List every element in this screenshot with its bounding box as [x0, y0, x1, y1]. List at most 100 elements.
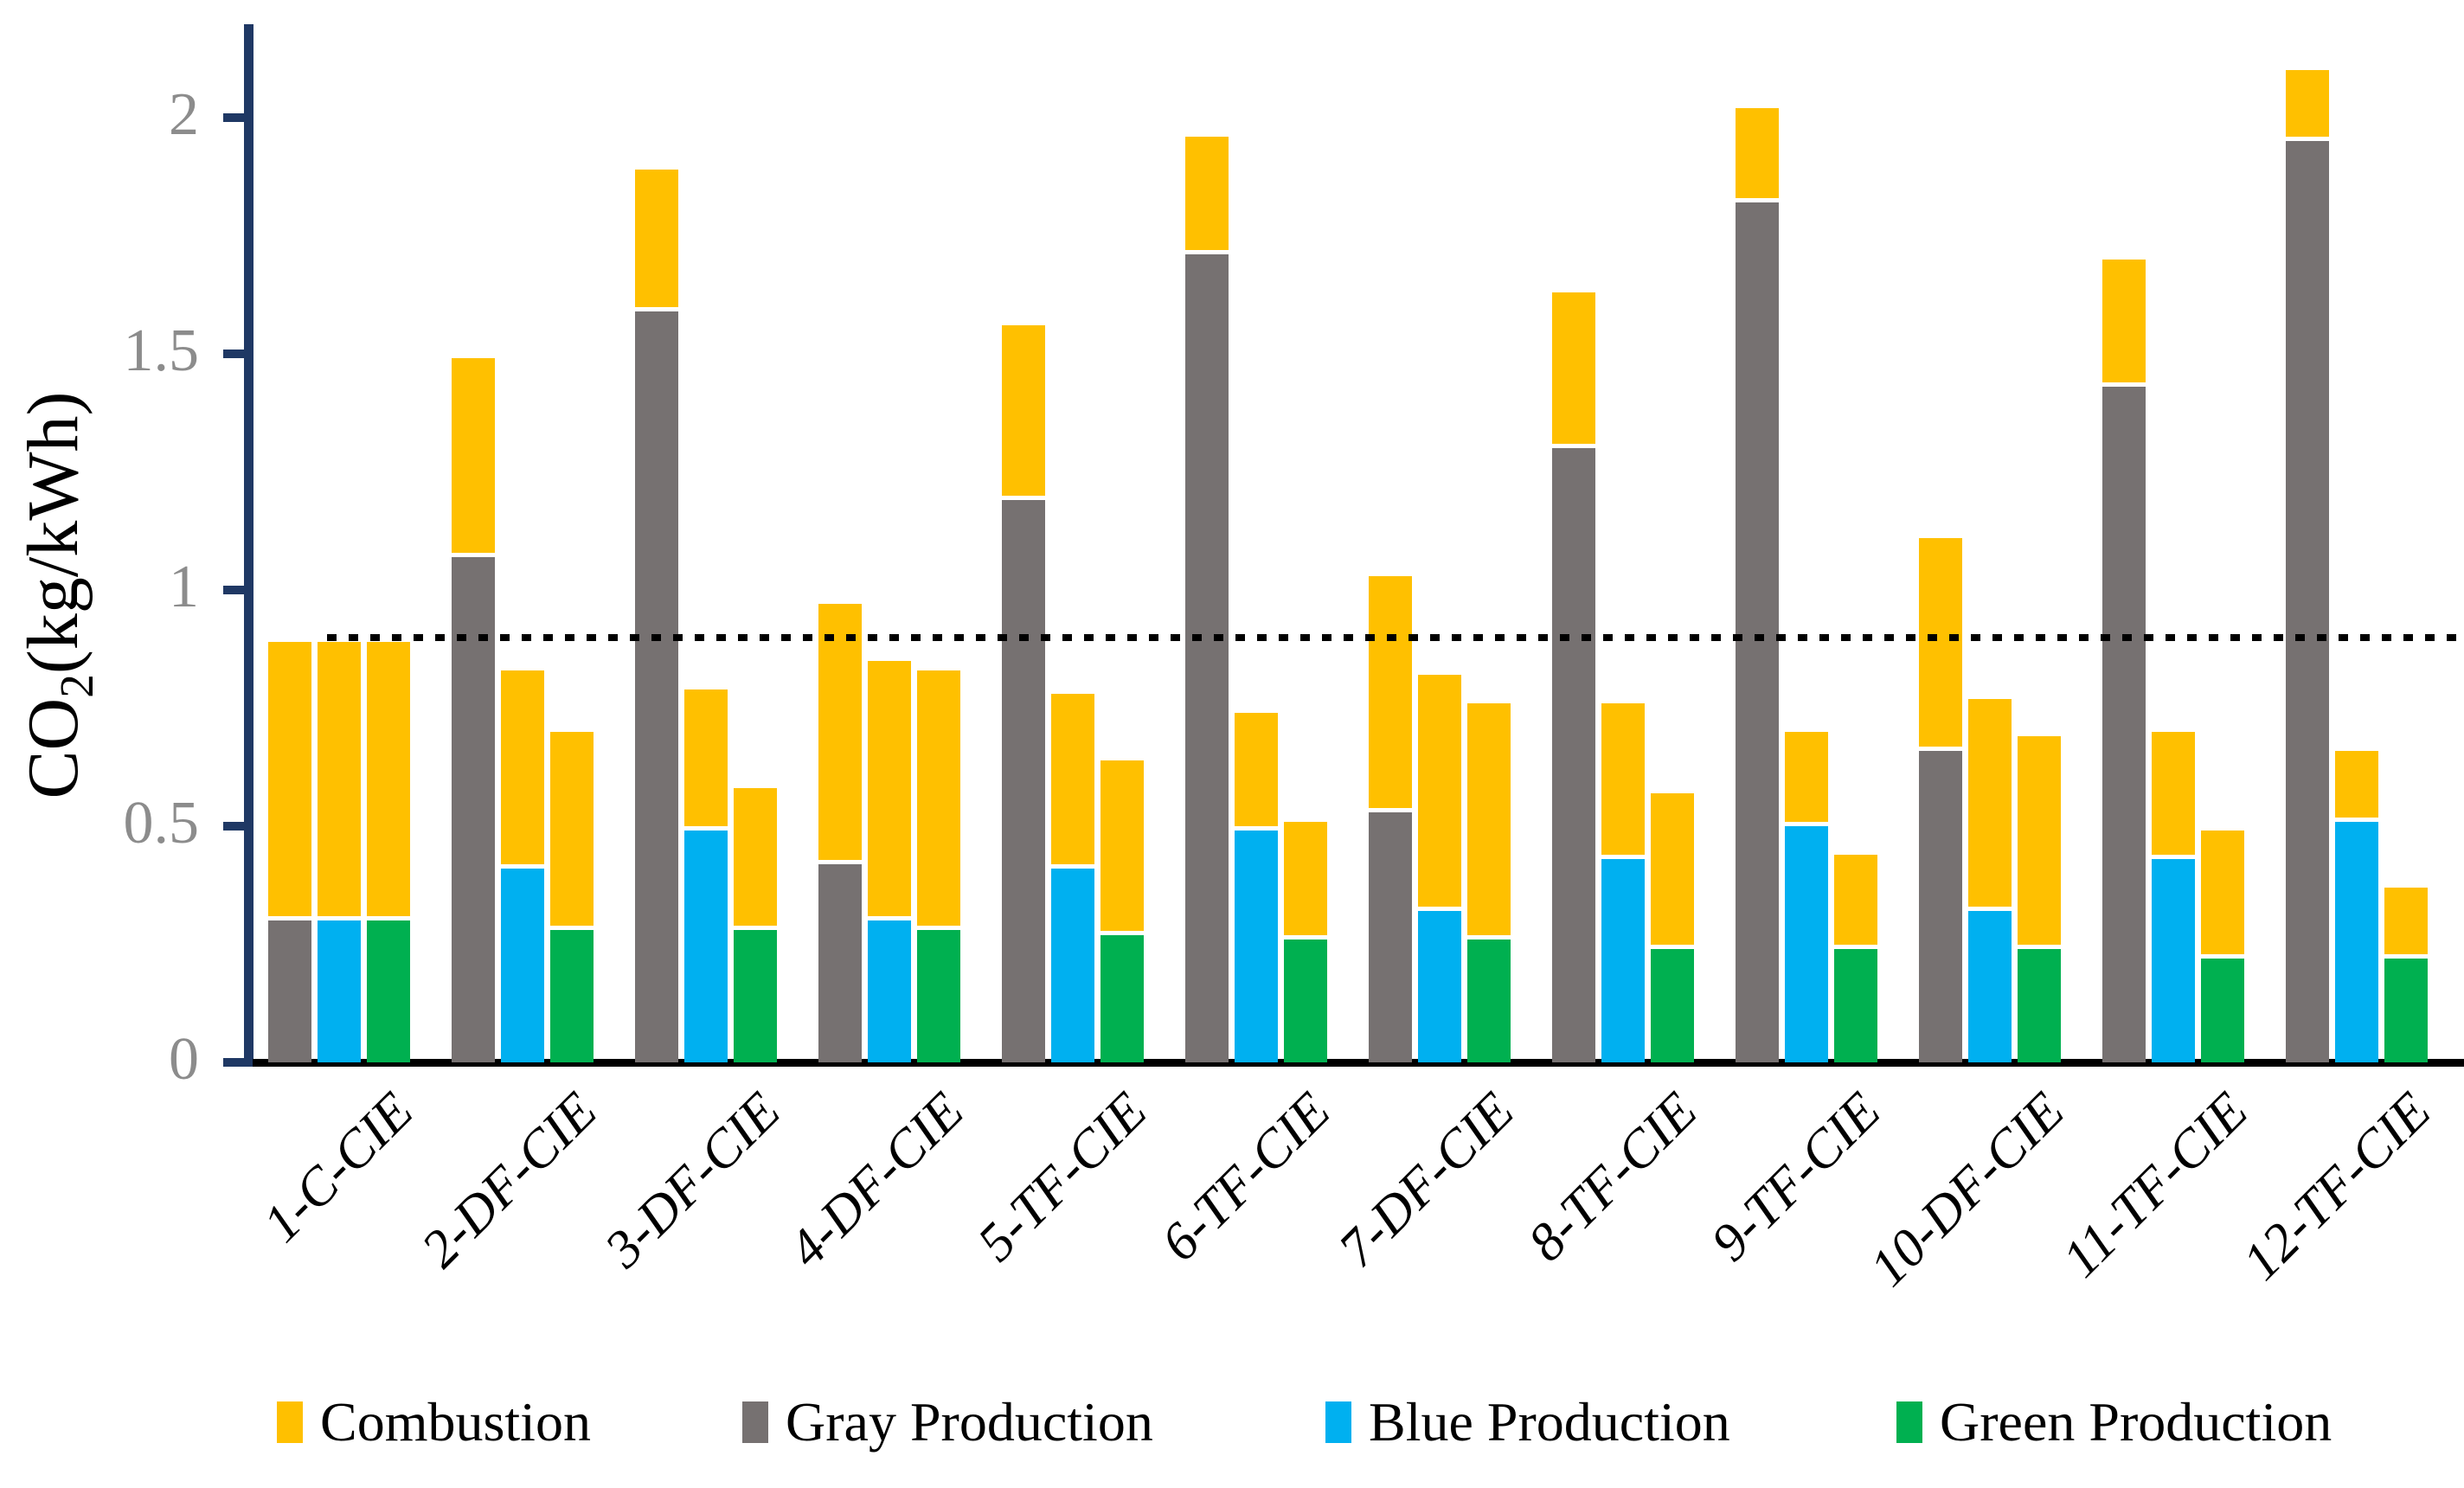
- legend-swatch-icon: [742, 1401, 768, 1443]
- combustion-bar-green-4-DF-CIE: [917, 670, 960, 927]
- combustion-bar-green-11-TF-CIE: [2201, 831, 2244, 954]
- combustion-bar-gray-11-TF-CIE: [2102, 259, 2146, 383]
- gray-production-bar-10-DF-CIE: [1919, 750, 1962, 1062]
- combustion-bar-gray-8-TF-CIE: [1552, 292, 1595, 445]
- x-label-5-TF-CIE: 5-TF-CIE: [966, 1081, 1158, 1273]
- combustion-bar-gray-7-DF-CIE: [1369, 575, 1412, 808]
- gray-production-bar-2-DF-CIE: [452, 556, 495, 1062]
- combustion-bar-gray-1-C-CIE: [268, 642, 311, 917]
- combustion-bar-blue-7-DF-CIE: [1418, 675, 1461, 908]
- blue-production-bar-11-TF-CIE: [2152, 859, 2195, 1062]
- blue-production-bar-4-DF-CIE: [868, 920, 911, 1062]
- blue-production-bar-6-TF-CIE: [1235, 831, 1278, 1062]
- combustion-bar-green-12-TF-CIE: [2384, 887, 2428, 954]
- combustion-bar-blue-1-C-CIE: [318, 642, 361, 917]
- green-production-bar-4-DF-CIE: [917, 930, 960, 1062]
- gray-production-bar-12-TF-CIE: [2286, 141, 2329, 1062]
- y-tick-label-1: 1: [169, 554, 199, 620]
- combustion-bar-green-8-TF-CIE: [1651, 792, 1694, 945]
- x-label-7-DF-CIE: 7-DF-CIE: [1327, 1081, 1525, 1280]
- blue-production-bar-7-DF-CIE: [1418, 911, 1461, 1062]
- combustion-bar-gray-12-TF-CIE: [2286, 70, 2329, 138]
- combustion-bar-green-3-DF-CIE: [734, 788, 777, 927]
- green-production-bar-8-TF-CIE: [1651, 948, 1694, 1062]
- combustion-bar-blue-12-TF-CIE: [2335, 750, 2378, 818]
- combustion-bar-blue-8-TF-CIE: [1601, 703, 1645, 856]
- combustion-bar-blue-5-TF-CIE: [1051, 694, 1094, 865]
- blue-production-bar-10-DF-CIE: [1968, 911, 2012, 1062]
- green-production-bar-2-DF-CIE: [550, 930, 594, 1062]
- x-label-1-C-CIE: 1-C-CIE: [252, 1081, 425, 1254]
- gray-production-bar-7-DF-CIE: [1369, 811, 1412, 1062]
- y-tick-label-2: 2: [169, 81, 199, 148]
- green-production-bar-6-TF-CIE: [1284, 940, 1327, 1062]
- x-label-9-TF-CIE: 9-TF-CIE: [1700, 1081, 1892, 1273]
- legend-swatch-icon: [1896, 1401, 1922, 1443]
- gray-production-bar-9-TF-CIE: [1736, 202, 1779, 1062]
- x-label-6-TF-CIE: 6-TF-CIE: [1150, 1081, 1342, 1273]
- legend-label: Combustion: [320, 1391, 591, 1453]
- reference-dotted-line: [327, 634, 2464, 641]
- gray-production-bar-3-DF-CIE: [635, 311, 678, 1062]
- y-tick-mark-0.5: [223, 822, 253, 831]
- green-production-bar-10-DF-CIE: [2018, 948, 2061, 1062]
- legend-item-green-production: Green Production: [1896, 1395, 2332, 1450]
- green-production-bar-7-DF-CIE: [1467, 940, 1511, 1062]
- gray-production-bar-4-DF-CIE: [818, 863, 862, 1062]
- y-tick-label-0.5: 0.5: [123, 790, 200, 856]
- combustion-bar-green-9-TF-CIE: [1834, 854, 1877, 945]
- legend-item-combustion: Combustion: [277, 1395, 591, 1450]
- x-label-8-TF-CIE: 8-TF-CIE: [1517, 1081, 1709, 1273]
- combustion-bar-green-2-DF-CIE: [550, 731, 594, 927]
- y-tick-label-0: 0: [169, 1026, 199, 1093]
- combustion-bar-green-5-TF-CIE: [1100, 760, 1144, 931]
- green-production-bar-3-DF-CIE: [734, 930, 777, 1062]
- y-tick-mark-2: [223, 113, 253, 122]
- blue-production-bar-2-DF-CIE: [501, 869, 544, 1062]
- combustion-bar-blue-11-TF-CIE: [2152, 731, 2195, 856]
- gray-production-bar-5-TF-CIE: [1002, 500, 1045, 1062]
- blue-production-bar-9-TF-CIE: [1785, 826, 1828, 1062]
- y-tick-mark-1: [223, 586, 253, 594]
- legend-item-blue-production: Blue Production: [1325, 1395, 1730, 1450]
- gray-production-bar-8-TF-CIE: [1552, 448, 1595, 1062]
- combustion-bar-blue-3-DF-CIE: [684, 689, 728, 827]
- combustion-bar-gray-4-DF-CIE: [818, 604, 862, 860]
- x-label-3-DF-CIE: 3-DF-CIE: [594, 1081, 792, 1280]
- gray-production-bar-11-TF-CIE: [2102, 387, 2146, 1062]
- combustion-bar-gray-9-TF-CIE: [1736, 108, 1779, 199]
- combustion-bar-blue-2-DF-CIE: [501, 670, 544, 865]
- legend-label: Blue Production: [1369, 1391, 1730, 1453]
- x-label-10-DF-CIE: 10-DF-CIE: [1858, 1081, 2076, 1299]
- combustion-bar-green-1-C-CIE: [367, 642, 410, 917]
- gray-production-bar-6-TF-CIE: [1185, 254, 1229, 1062]
- green-production-bar-9-TF-CIE: [1834, 948, 1877, 1062]
- combustion-bar-blue-6-TF-CIE: [1235, 712, 1278, 827]
- combustion-bar-green-6-TF-CIE: [1284, 821, 1327, 936]
- legend-swatch-icon: [277, 1401, 303, 1443]
- combustion-bar-gray-3-DF-CIE: [635, 170, 678, 307]
- combustion-bar-green-7-DF-CIE: [1467, 703, 1511, 936]
- x-label-2-DF-CIE: 2-DF-CIE: [410, 1081, 608, 1280]
- combustion-bar-blue-10-DF-CIE: [1968, 698, 2012, 908]
- legend-swatch-icon: [1325, 1401, 1351, 1443]
- y-tick-label-1.5: 1.5: [123, 317, 200, 384]
- green-production-bar-1-C-CIE: [367, 920, 410, 1062]
- gray-production-bar-1-C-CIE: [268, 920, 311, 1062]
- blue-production-bar-12-TF-CIE: [2335, 821, 2378, 1062]
- blue-production-bar-8-TF-CIE: [1601, 859, 1645, 1062]
- green-production-bar-11-TF-CIE: [2201, 958, 2244, 1062]
- blue-production-bar-1-C-CIE: [318, 920, 361, 1062]
- combustion-bar-blue-9-TF-CIE: [1785, 731, 1828, 822]
- legend-label: Gray Production: [786, 1391, 1153, 1453]
- blue-production-bar-3-DF-CIE: [684, 831, 728, 1062]
- blue-production-bar-5-TF-CIE: [1051, 869, 1094, 1062]
- combustion-bar-gray-5-TF-CIE: [1002, 325, 1045, 497]
- y-tick-mark-1.5: [223, 350, 253, 358]
- green-production-bar-12-TF-CIE: [2384, 958, 2428, 1062]
- legend-label: Green Production: [1940, 1391, 2332, 1453]
- x-axis-line: [251, 1059, 2464, 1067]
- combustion-bar-gray-6-TF-CIE: [1185, 136, 1229, 251]
- combustion-bar-gray-10-DF-CIE: [1919, 537, 1962, 747]
